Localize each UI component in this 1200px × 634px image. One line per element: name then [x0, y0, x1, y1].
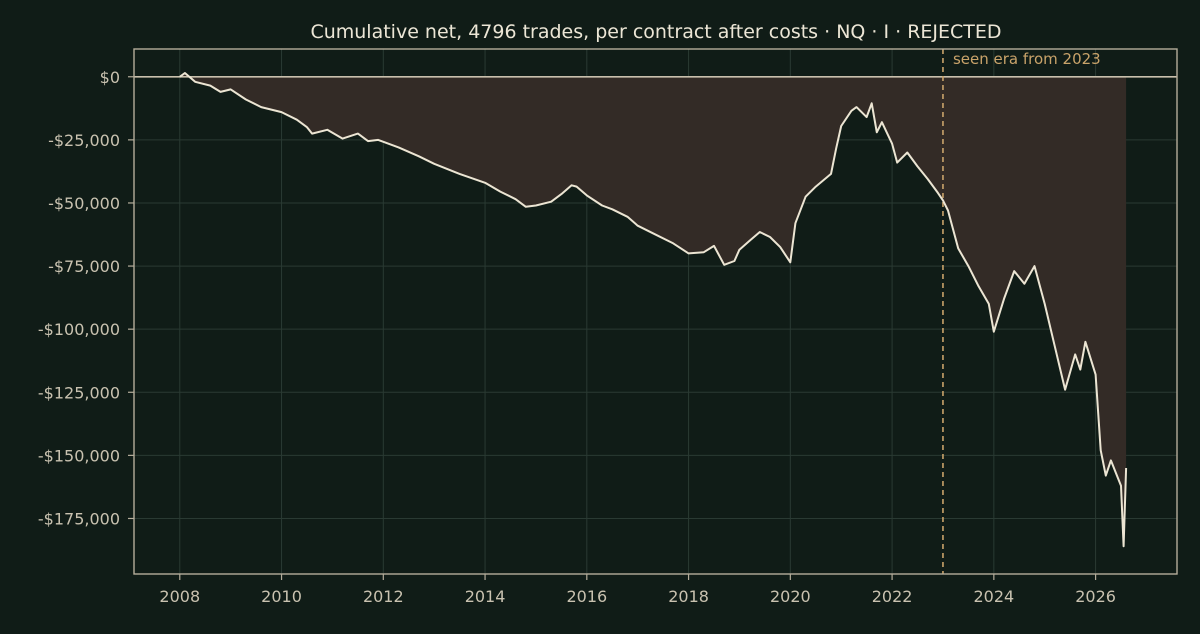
y-tick-label: -$150,000 [38, 446, 120, 465]
x-tick-label: 2012 [363, 587, 404, 606]
x-tick-label: 2018 [668, 587, 709, 606]
y-tick-label: -$100,000 [38, 320, 120, 339]
x-tick-label: 2008 [159, 587, 200, 606]
era-marker-label: seen era from 2023 [953, 50, 1101, 68]
x-tick-label: 2024 [973, 587, 1014, 606]
x-tick-label: 2020 [770, 587, 811, 606]
x-tick-label: 2016 [566, 587, 607, 606]
y-tick-label: -$50,000 [48, 194, 120, 213]
x-tick-label: 2022 [872, 587, 913, 606]
x-tick-label: 2026 [1075, 587, 1116, 606]
axes-frame [133, 48, 1178, 575]
chart-title: Cumulative net, 4796 trades, per contrac… [310, 21, 1001, 43]
x-tick-label: 2010 [261, 587, 302, 606]
x-axis: 2008 2010 2012 2014 2016 2018 2020 2022 2024 2026 [159, 574, 1116, 606]
x-tick-label: 2014 [465, 587, 506, 606]
y-axis: $0 -$25,000 -$50,000 -$75,000 -$100,000 -$125… [38, 68, 134, 528]
y-tick-label: -$25,000 [48, 131, 120, 150]
y-tick-label: -$75,000 [48, 257, 120, 276]
y-tick-label: -$175,000 [38, 509, 120, 528]
equity-line [179, 72, 1128, 548]
y-tick-label: -$125,000 [38, 383, 120, 402]
y-tick-label: $0 [100, 68, 120, 87]
drawdown-area [179, 73, 1127, 547]
